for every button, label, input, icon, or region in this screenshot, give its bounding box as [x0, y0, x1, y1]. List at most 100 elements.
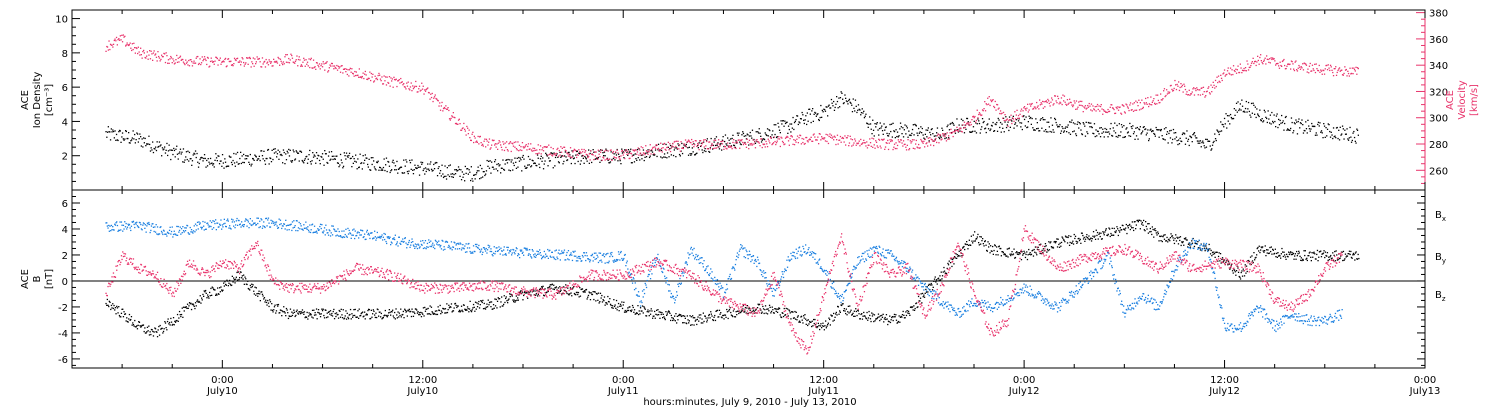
data-point	[1006, 124, 1008, 126]
data-point	[602, 152, 604, 154]
data-point	[466, 309, 468, 311]
data-point	[276, 60, 278, 62]
data-point	[499, 306, 501, 308]
data-point	[373, 81, 375, 83]
data-point	[772, 312, 775, 314]
data-point	[145, 332, 147, 334]
data-point	[129, 319, 131, 321]
data-point	[922, 296, 924, 298]
data-point	[846, 314, 848, 316]
data-point	[130, 318, 132, 321]
data-point	[144, 327, 146, 329]
data-point	[1172, 90, 1174, 92]
data-point	[1257, 114, 1259, 116]
data-point	[124, 138, 126, 140]
data-point	[187, 307, 189, 309]
data-point	[902, 310, 904, 313]
data-point	[1259, 56, 1261, 59]
data-point	[254, 154, 256, 156]
data-point	[558, 291, 560, 293]
data-point	[834, 136, 836, 138]
data-point	[849, 305, 851, 307]
data-point	[337, 317, 340, 319]
data-point	[1263, 60, 1265, 62]
data-point	[1191, 91, 1193, 93]
data-point	[198, 62, 200, 65]
data-point	[942, 271, 944, 273]
data-point	[945, 134, 947, 136]
data-point	[900, 126, 902, 128]
data-point	[1104, 231, 1106, 233]
data-point	[178, 61, 180, 63]
data-point	[440, 313, 442, 315]
data-point	[171, 149, 173, 151]
data-point	[1120, 124, 1123, 126]
data-point	[978, 113, 980, 116]
data-point	[890, 139, 893, 141]
data-point	[1114, 132, 1117, 134]
data-point	[345, 71, 347, 73]
data-point	[177, 320, 179, 322]
data-point	[761, 146, 763, 149]
data-point	[1033, 129, 1035, 131]
data-point	[241, 155, 243, 157]
data-point	[657, 148, 659, 150]
data-point	[1097, 238, 1099, 240]
data-point	[408, 310, 410, 312]
data-point	[980, 128, 982, 131]
data-point	[854, 110, 856, 112]
data-point	[188, 59, 190, 62]
data-point	[1098, 133, 1100, 135]
data-point	[313, 309, 315, 311]
data-point	[812, 120, 814, 122]
data-point	[1208, 140, 1211, 142]
data-point	[223, 167, 225, 169]
data-point	[1040, 253, 1043, 255]
data-point	[1122, 136, 1124, 139]
data-point	[979, 132, 981, 134]
data-point	[552, 288, 554, 290]
data-point	[402, 84, 404, 86]
data-point	[1059, 101, 1061, 103]
data-point	[367, 163, 369, 166]
data-point	[406, 310, 408, 312]
data-point	[124, 35, 126, 37]
data-point	[339, 310, 341, 312]
data-point	[934, 276, 936, 278]
data-point	[195, 156, 197, 159]
data-point	[1062, 94, 1064, 96]
data-point	[830, 136, 832, 138]
data-point	[467, 168, 469, 170]
data-point	[112, 307, 115, 310]
data-point	[831, 102, 833, 104]
data-point	[1047, 250, 1049, 252]
data-point	[296, 309, 298, 311]
data-point	[467, 127, 469, 129]
data-point	[407, 309, 409, 311]
data-point	[424, 167, 427, 169]
data-point	[348, 69, 351, 71]
data-point	[442, 176, 445, 179]
data-point	[569, 156, 571, 158]
data-point	[873, 320, 875, 323]
data-point	[467, 308, 469, 310]
data-point	[1193, 132, 1196, 134]
data-point	[364, 318, 366, 320]
data-point	[737, 139, 739, 141]
data-point	[1038, 108, 1040, 110]
data-point	[1117, 134, 1120, 137]
data-point	[660, 147, 663, 150]
data-point	[688, 140, 690, 142]
data-point	[776, 311, 779, 313]
data-point	[300, 65, 302, 67]
data-point	[827, 322, 829, 324]
data-point	[228, 60, 230, 63]
data-point	[825, 106, 827, 108]
data-point	[524, 146, 526, 148]
data-point	[1339, 126, 1341, 128]
data-point	[569, 157, 572, 159]
data-point	[317, 154, 319, 156]
data-point	[795, 311, 797, 313]
data-point	[478, 307, 481, 309]
data-point	[967, 248, 969, 250]
